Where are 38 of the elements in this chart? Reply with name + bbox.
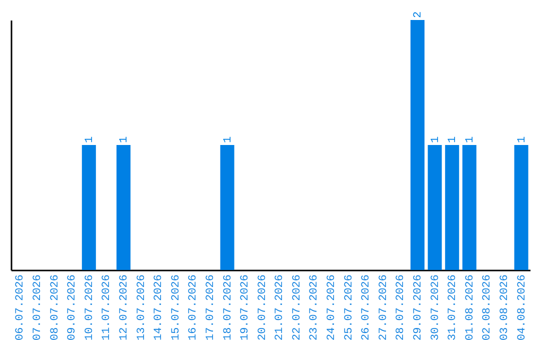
x-tick-label: 16.07.2026 [188,274,200,340]
x-tick-label: 28.07.2026 [395,274,408,340]
x-tick-label: 25.07.2026 [343,274,356,340]
x-tick-label: 17.07.2026 [204,274,217,340]
x-tick-label: 09.07.2026 [66,274,79,340]
x-tick-label: 12.07.2026 [118,274,130,340]
x-tick-label: 14.07.2026 [153,274,166,340]
x-tick-label: 13.07.2026 [136,274,148,340]
data-label: 1 [118,136,130,143]
x-tick-label: 31.07.2026 [447,274,460,340]
x-tick-label: 11.07.2026 [101,274,114,340]
x-tick-label: 24.07.2026 [326,274,338,340]
x-tick-label: 30.07.2026 [430,274,442,340]
x-tick-label: 07.07.2026 [32,274,44,340]
x-tick-label: 03.08.2026 [498,274,511,340]
x-tick-label: 01.08.2026 [464,274,476,340]
x-tick-label: 22.07.2026 [291,274,304,340]
data-label: 2 [412,11,424,18]
data-label: 1 [516,136,528,143]
x-tick-label: 18.07.2026 [222,274,234,340]
x-tick-label: 20.07.2026 [256,274,269,340]
data-label: 1 [84,136,96,143]
x-tick-label: 26.07.2026 [360,274,373,340]
x-tick-label: 04.08.2026 [516,274,528,340]
x-tick-label: 23.07.2026 [308,274,321,340]
x-tick-label: 06.07.2026 [14,274,27,340]
x-tick-label: 10.07.2026 [84,274,96,340]
data-label: 1 [464,136,476,143]
x-tick-label: 21.07.2026 [274,274,286,340]
x-tick-label: 15.07.2026 [170,274,182,340]
x-tick-label: 19.07.2026 [240,274,252,340]
data-label: 1 [430,136,442,143]
x-tick-label: 29.07.2026 [412,274,424,340]
x-tick-label: 02.08.2026 [482,274,494,340]
x-tick-label: 27.07.2026 [378,274,390,340]
data-label: 1 [222,136,234,143]
data-label: 1 [447,136,460,143]
x-tick-label: 08.07.2026 [49,274,62,340]
